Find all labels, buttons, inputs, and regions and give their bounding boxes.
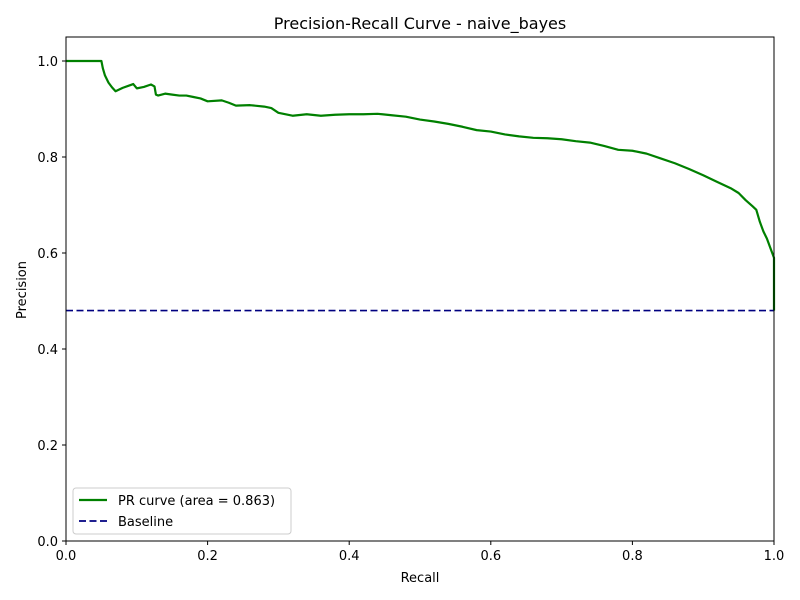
series-line-pr-curve (66, 59, 776, 311)
y-tick-label: 1.0 (37, 55, 58, 70)
legend-label-pr-curve: PR curve (area = 0.863) (118, 494, 275, 509)
plot-frame (65, 36, 775, 542)
x-tick-label: 0.0 (56, 549, 77, 564)
legend-box (72, 487, 292, 535)
plot-area (66, 59, 776, 312)
x-tick-label: 0.8 (622, 549, 643, 564)
y-tick-label: 0.0 (37, 535, 58, 550)
x-axis-label: Recall (401, 571, 440, 586)
x-tick-label: 0.2 (197, 549, 218, 564)
y-tick-label: 0.8 (37, 151, 58, 166)
x-tick-label: 1.0 (764, 549, 785, 564)
y-tick-label: 0.2 (37, 439, 58, 454)
y-tick-label: 0.6 (37, 247, 58, 262)
legend-label-baseline: Baseline (118, 515, 173, 530)
axes: 0.0 0.2 0.4 0.6 0.8 1.0 0.0 0.2 0.4 0.6 0.8 1.0 (37, 55, 784, 564)
legend: PR curve (area = 0.863) Baseline (72, 487, 292, 535)
y-tick-label: 0.4 (37, 343, 58, 358)
y-axis-label: Precision (15, 261, 30, 319)
x-tick-label: 0.4 (339, 549, 360, 564)
x-tick-label: 0.6 (480, 549, 501, 564)
chart-title: Precision-Recall Curve - naive_bayes (274, 14, 566, 34)
